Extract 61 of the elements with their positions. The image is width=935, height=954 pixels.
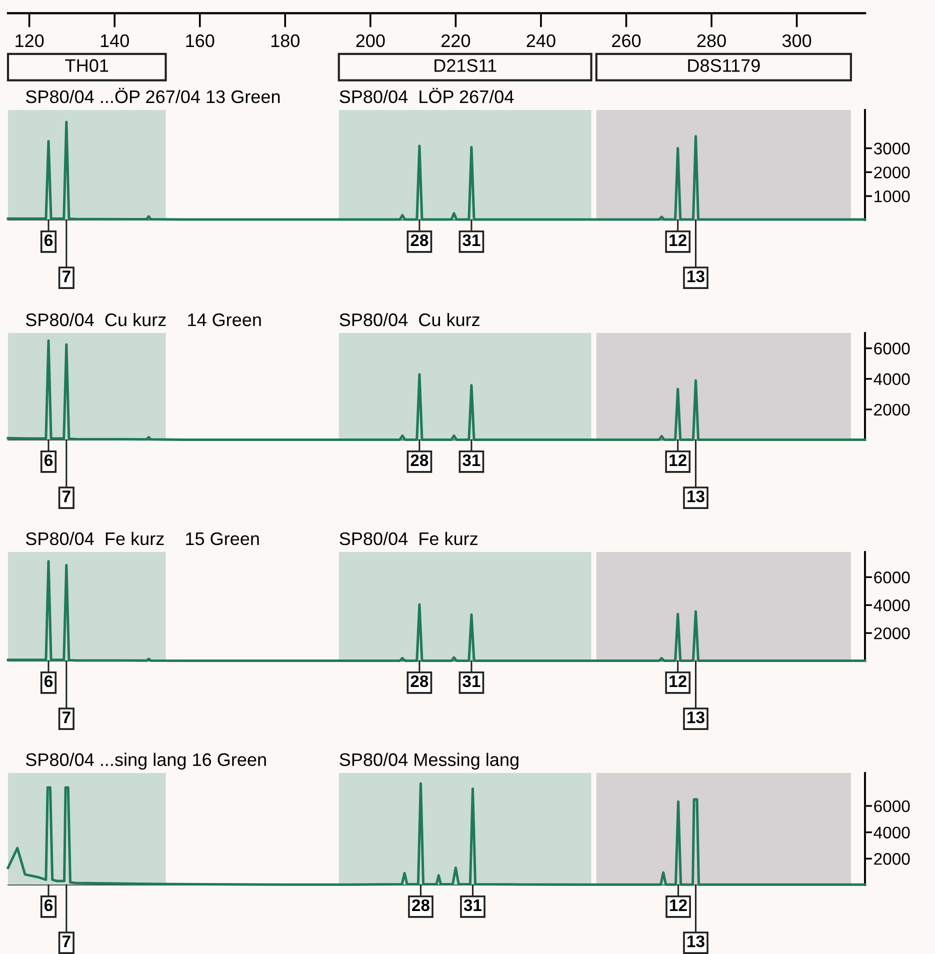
x-tick-label: 300 — [782, 34, 812, 48]
annotation: 12 — [670, 675, 686, 687]
y-tick-label: 3000 — [874, 142, 910, 154]
x-tick-label: 140 — [100, 34, 129, 48]
y-tick-label: 6000 — [874, 342, 910, 354]
y-tick-label: 2000 — [874, 627, 910, 640]
annotation: 28 — [410, 675, 428, 688]
annotation: 6 — [44, 675, 53, 688]
annotation: 31 — [464, 899, 482, 912]
chart-title: SP80/04 Cu kurz 14 Green — [26, 312, 261, 326]
y-tick-label: 4000 — [874, 600, 910, 612]
annotation: 12 — [670, 899, 687, 911]
band-label: TH01 — [65, 59, 108, 72]
x-tick-label: 240 — [526, 34, 556, 48]
annotation: 7 — [62, 490, 70, 502]
annotation: 7 — [62, 270, 70, 282]
y-tick-label: 2000 — [874, 853, 910, 865]
y-tick-label: 4000 — [874, 826, 910, 838]
line-series — [6, 782, 866, 886]
annotation: 28 — [410, 234, 428, 246]
chart-subtitle: SP80/04 Cu kurz — [340, 312, 480, 326]
y-tick-label: 1000 — [874, 190, 910, 202]
line-series — [6, 339, 866, 441]
x-tick-label: 220 — [442, 34, 470, 48]
annotation: 28 — [412, 899, 430, 912]
x-tick-label: 200 — [356, 34, 385, 48]
annotation: 31 — [462, 234, 480, 246]
annotation: 13 — [688, 490, 704, 502]
annotation: 31 — [462, 454, 480, 466]
annotation: 6 — [44, 899, 53, 912]
y-tick-label: 6000 — [874, 572, 910, 584]
annotation: 7 — [62, 936, 70, 948]
y-tick-label: 2000 — [874, 166, 910, 178]
annotation: 13 — [688, 270, 704, 282]
line-series — [6, 120, 866, 221]
chart-title: SP80/04 ...sing lang 16 Green — [26, 752, 266, 770]
band-label: D21S11 — [434, 59, 496, 72]
x-tick-label: 180 — [271, 34, 300, 48]
y-tick-label: 4000 — [874, 373, 910, 386]
annotation: 12 — [670, 454, 686, 466]
annotation: 13 — [688, 711, 704, 724]
y-tick-label: 6000 — [874, 800, 910, 812]
annotation: 6 — [44, 454, 53, 466]
x-tick-label: 280 — [697, 34, 726, 48]
x-tick-label: 160 — [186, 34, 214, 48]
annotation: 12 — [670, 234, 686, 246]
chart-subtitle: SP80/04 LÖP 267/04 — [340, 88, 514, 104]
annotation: 6 — [44, 234, 53, 246]
x-tick-label: 120 — [16, 34, 44, 48]
annotation: 7 — [62, 712, 70, 724]
line-series — [6, 560, 866, 662]
x-tick-label: 260 — [612, 34, 641, 48]
annotation: 13 — [688, 935, 704, 948]
chart-title: SP80/04 ...ÖP 267/04 13 Green — [26, 88, 280, 104]
chart-subtitle: SP80/04 Fe kurz — [340, 532, 478, 546]
y-tick-label: 2000 — [874, 404, 910, 416]
annotation: 28 — [410, 454, 428, 466]
chart-subtitle: SP80/04 Messing lang — [340, 752, 518, 770]
band-label: D8S1179 — [688, 59, 760, 72]
annotation: 31 — [462, 675, 480, 688]
chart-title: SP80/04 Fe kurz 15 Green — [26, 532, 259, 546]
